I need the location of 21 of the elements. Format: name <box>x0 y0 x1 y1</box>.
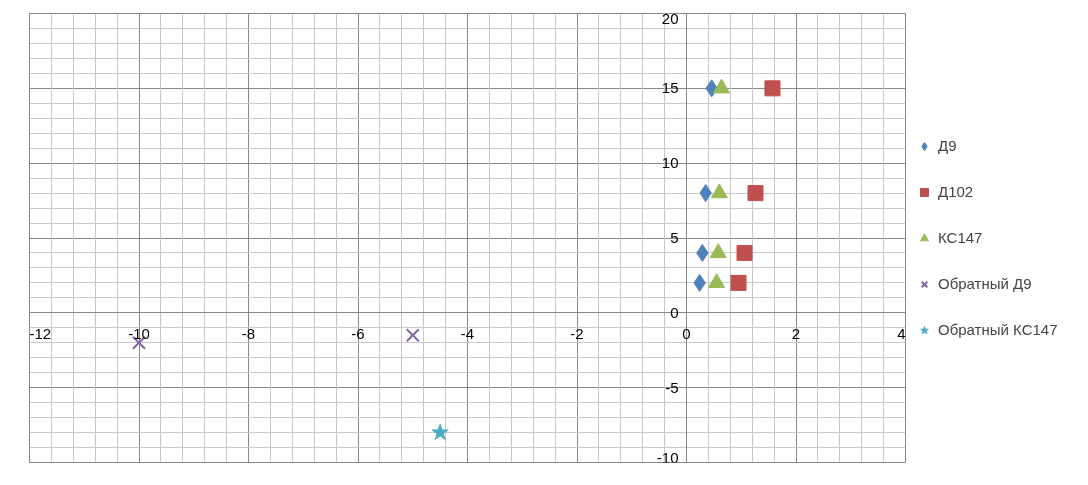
x-tick-label: -4 <box>460 324 475 342</box>
x-tick-label: -6 <box>351 324 365 342</box>
legend-label: Обратный КС147 <box>938 321 1058 338</box>
x-tick-label: 2 <box>791 324 801 342</box>
x-tick-label: -8 <box>241 324 256 342</box>
y-tick-label: 20 <box>661 9 679 27</box>
x-tick-label: -12 <box>29 324 52 342</box>
x-tick-label: -10 <box>128 324 150 342</box>
x-tick-label: 0 <box>682 324 691 342</box>
legend-label: Обратный Д9 <box>938 275 1032 292</box>
y-tick-label: 15 <box>661 79 679 97</box>
legend-label: Д9 <box>938 137 958 154</box>
x-tick-label: 4 <box>897 324 906 342</box>
x-tick-label: -2 <box>570 324 584 342</box>
y-tick-label: 5 <box>670 229 679 246</box>
y-tick-label: -5 <box>665 378 679 396</box>
y-tick-label: 0 <box>670 303 679 321</box>
y-tick-label: 10 <box>661 154 679 172</box>
legend-label: Д102 <box>938 183 974 200</box>
y-tick-label: -10 <box>656 448 679 466</box>
legend-label: КС147 <box>938 229 983 246</box>
